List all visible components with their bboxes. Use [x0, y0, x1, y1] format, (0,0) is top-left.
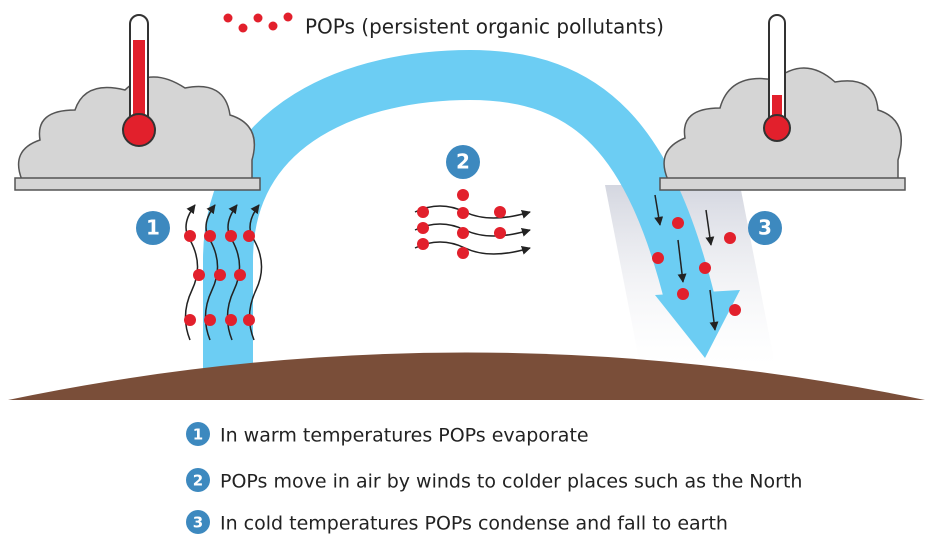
ground [8, 352, 925, 400]
legend: POPs (persistent organic pollutants) [223, 12, 664, 39]
badge [136, 211, 170, 245]
deposition [652, 194, 741, 331]
badge [186, 422, 210, 446]
evaporation [184, 204, 263, 341]
key-text: POPs move in air by winds to colder plac… [220, 471, 802, 493]
badge [186, 510, 210, 534]
step-number: 2 [456, 150, 470, 174]
badge [748, 211, 782, 245]
air-flow-head [655, 290, 740, 358]
transport [414, 189, 531, 259]
badge [446, 145, 480, 179]
key-text: In cold temperatures POPs condense and f… [220, 513, 728, 535]
key-text: In warm temperatures POPs evaporate [220, 425, 589, 447]
step-number: 3 [758, 216, 772, 240]
key-number: 2 [193, 472, 203, 490]
step-number: 1 [146, 216, 160, 240]
legend-text: POPs (persistent organic pollutants) [305, 15, 664, 39]
thermometer-cold [763, 14, 791, 142]
key-number: 1 [193, 426, 203, 444]
key-number: 3 [193, 514, 203, 532]
thermometer-warm [122, 14, 156, 147]
badge [186, 468, 210, 492]
air-flow [203, 49, 715, 370]
